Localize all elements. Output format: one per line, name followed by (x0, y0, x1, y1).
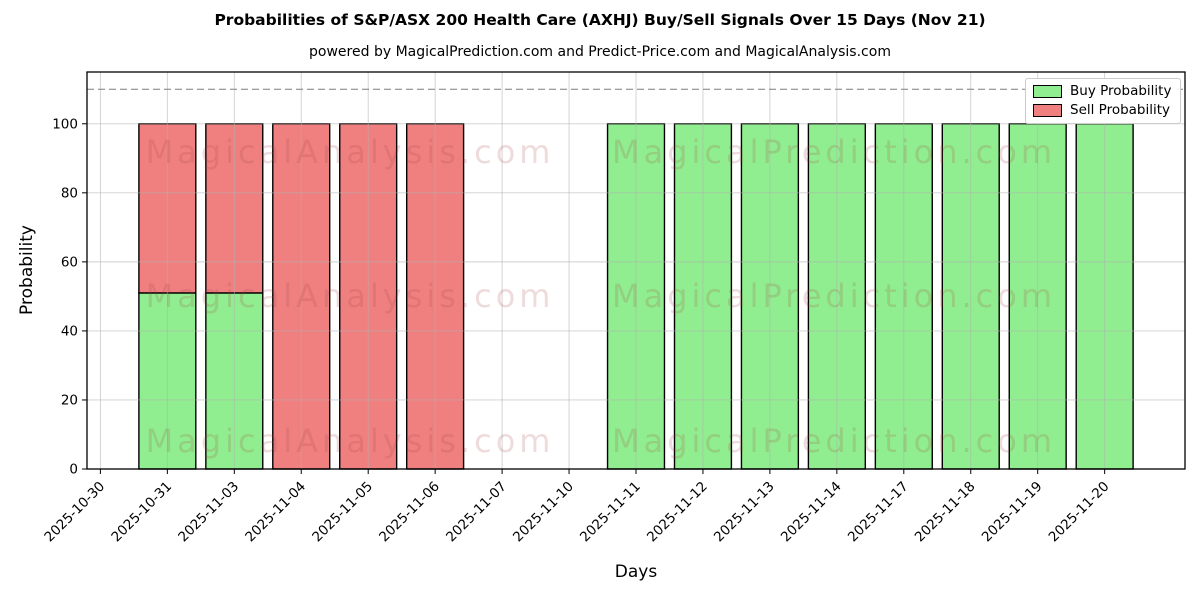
y-tick-label: 80 (61, 186, 78, 202)
legend-swatch-buy-icon (1033, 85, 1062, 98)
x-tick-label: 2025-10-31 (108, 479, 175, 546)
x-tick-label: 2025-11-05 (309, 479, 376, 546)
x-axis-title: Days (614, 562, 658, 582)
y-tick-label: 100 (52, 116, 78, 132)
legend-label-buy: Buy Probability (1070, 83, 1172, 99)
y-tick-label: 20 (61, 393, 78, 409)
legend-label-sell: Sell Probability (1070, 102, 1171, 118)
legend-item-sell: Sell Probability (1033, 103, 1171, 118)
x-tick-label: 2025-11-07 (443, 479, 510, 546)
x-tick-label: 2025-11-12 (644, 479, 711, 546)
x-tick-label: 2025-11-18 (912, 479, 979, 546)
x-tick-label: 2025-11-20 (1046, 479, 1113, 546)
legend-item-buy: Buy Probability (1033, 84, 1171, 99)
x-tick-label: 2025-11-17 (845, 479, 912, 546)
chart-title: Probabilities of S&P/ASX 200 Health Care… (214, 11, 986, 29)
x-tick-label: 2025-11-03 (175, 479, 242, 546)
legend: Buy Probability Sell Probability (1025, 78, 1182, 124)
y-tick-label: 0 (69, 462, 78, 478)
x-tick-label: 2025-11-19 (979, 479, 1046, 546)
legend-swatch-sell-icon (1033, 104, 1062, 117)
x-tick-label: 2025-11-04 (242, 479, 309, 546)
chart-subtitle: powered by MagicalPrediction.com and Pre… (309, 44, 891, 60)
y-tick-label: 40 (61, 324, 78, 340)
y-tick-label: 60 (61, 255, 78, 271)
y-axis-title: Probability (17, 225, 37, 315)
x-tick-label: 2025-11-13 (711, 479, 778, 546)
x-tick-label: 2025-11-14 (778, 479, 845, 546)
x-tick-label: 2025-11-10 (510, 479, 577, 546)
x-tick-label: 2025-10-30 (41, 479, 108, 546)
x-tick-label: 2025-11-06 (376, 479, 443, 546)
x-tick-label: 2025-11-11 (577, 479, 644, 546)
